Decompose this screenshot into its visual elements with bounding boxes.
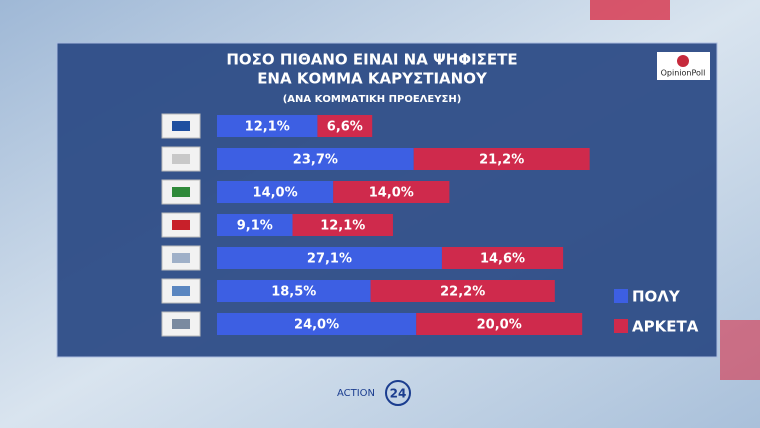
value-label: 12,1% (320, 219, 365, 234)
value-label: 22,2% (440, 285, 485, 300)
title-line: ΠΟΣΟ ΠΙΘΑΝΟ ΕΙΝΑΙ ΝΑ ΨΗΦΙΣΕΤΕ (226, 51, 517, 69)
bar-segment (217, 280, 371, 302)
value-label: 24,0% (294, 318, 339, 333)
bar-segment (370, 280, 555, 302)
value-label: 14,0% (253, 186, 298, 201)
value-label: 6,6% (327, 120, 363, 135)
bg-shape (590, 0, 670, 20)
party-logo-mark (172, 187, 190, 197)
legend-swatch (614, 289, 628, 303)
title-line: ΕΝΑ ΚΟΜΜΑ ΚΑΡΥΣΤΙΑΝΟΥ (257, 70, 488, 88)
legend-label: ΑΡΚΕΤΑ (632, 318, 699, 336)
bar-segment (441, 247, 564, 269)
value-label: 27,1% (307, 252, 352, 267)
value-label: 14,6% (480, 252, 525, 267)
value-label: 9,1% (237, 219, 273, 234)
bar-segment (217, 247, 442, 269)
bar-segment (416, 313, 583, 335)
bar-segment (217, 313, 417, 335)
party-logo-mark (172, 220, 190, 230)
value-label: 18,5% (271, 285, 316, 300)
bar-segment (333, 181, 450, 203)
value-label: 21,2% (479, 153, 524, 168)
bar-segment (292, 214, 393, 236)
bar-segment (413, 148, 590, 170)
legend-swatch (614, 319, 628, 333)
bar-segment (217, 115, 318, 137)
party-logo-mark (172, 319, 190, 329)
value-label: 20,0% (477, 318, 522, 333)
bar-segment (217, 214, 293, 236)
channel-logo: ACTION 24 (337, 380, 411, 406)
party-logo-mark (172, 154, 190, 164)
bg-shape (720, 320, 760, 380)
party-logo-mark (172, 121, 190, 131)
value-label: 23,7% (293, 153, 338, 168)
legend-label: ΠΟΛΥ (632, 288, 681, 306)
bar-segment (317, 115, 373, 137)
subtitle: (ΑΝΑ ΚΟΜΜΑΤΙΚΗ ΠΡΟΕΛΕΥΣΗ) (283, 94, 462, 105)
bar-segment (217, 148, 414, 170)
party-logo-mark (172, 253, 190, 263)
channel-number: 24 (390, 387, 407, 401)
pollster-name: OpinionPoll (661, 69, 706, 78)
channel-ring (385, 380, 411, 406)
party-logo-mark (172, 286, 190, 296)
bar-segment (217, 181, 334, 203)
value-label: 14,0% (369, 186, 414, 201)
pollster-icon (677, 55, 689, 67)
channel-name: ACTION (337, 388, 375, 399)
value-label: 12,1% (245, 120, 290, 135)
